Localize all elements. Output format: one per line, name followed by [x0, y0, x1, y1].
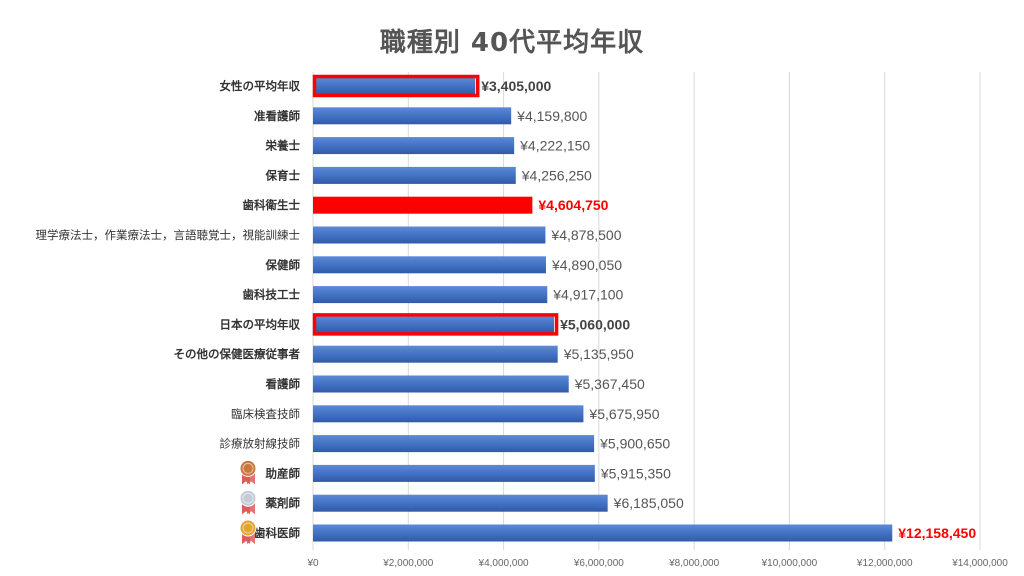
bar	[313, 375, 569, 393]
chart-title: 職種別 40代平均年収	[379, 28, 645, 58]
category-label: 歯科衛生士	[243, 198, 301, 212]
category-label: その他の保健医療従事者	[174, 347, 301, 361]
bar	[313, 464, 595, 482]
category-label: 臨床検査技師	[231, 407, 300, 421]
bar	[313, 226, 546, 244]
data-label: ¥3,405,000	[481, 78, 551, 94]
bar	[313, 524, 893, 542]
x-tick-label: ¥10,000,000	[761, 558, 818, 569]
bar	[313, 435, 595, 453]
bar-highlight-outline	[312, 313, 559, 336]
medal-silver-icon	[239, 489, 257, 515]
x-tick-label: ¥12,000,000	[856, 558, 913, 569]
bar	[313, 315, 555, 333]
data-label: ¥4,878,500	[550, 227, 621, 243]
bar	[313, 256, 546, 274]
bars	[312, 74, 893, 542]
data-label: ¥5,915,350	[600, 465, 671, 481]
medal-gold-icon	[239, 519, 257, 544]
category-label: 理学療法士，作業療法士，言語聴覚士，視能訓練士	[36, 228, 301, 242]
category-label: 歯科技工士	[243, 288, 301, 302]
medal-bronze-icon	[239, 459, 257, 485]
data-label: ¥4,222,150	[519, 138, 590, 154]
category-labels: 女性の平均年収准看護師栄養士保育士歯科衛生士理学療法士，作業療法士，言語聴覚士，…	[36, 79, 301, 540]
category-label: 助産師	[266, 466, 301, 480]
medals	[239, 459, 257, 544]
bar	[313, 286, 548, 304]
x-tick-label: ¥2,000,000	[382, 558, 433, 569]
data-label: ¥5,060,000	[560, 316, 630, 332]
data-label: ¥5,367,450	[574, 376, 645, 392]
category-label: 女性の平均年収	[220, 79, 301, 93]
bar	[313, 166, 516, 184]
data-label: ¥5,675,950	[588, 406, 659, 422]
x-tick-label: ¥8,000,000	[668, 558, 719, 569]
bar	[313, 405, 584, 423]
data-label: ¥4,890,050	[551, 257, 622, 273]
bar	[313, 494, 608, 512]
category-label: 准看護師	[254, 109, 300, 123]
data-label: ¥4,604,750	[538, 197, 608, 213]
bar	[313, 196, 533, 214]
data-label: ¥5,135,950	[563, 346, 634, 362]
data-label: ¥6,185,050	[613, 495, 684, 511]
data-label: ¥12,158,450	[898, 525, 976, 541]
bar	[313, 77, 476, 95]
x-tick-label: ¥4,000,000	[478, 558, 529, 569]
category-label: 薬剤師	[265, 496, 301, 510]
x-tick-label: ¥14,000,000	[951, 558, 1008, 569]
data-label: ¥4,256,250	[521, 167, 592, 183]
bar	[313, 345, 558, 363]
bar-highlight-outline	[312, 74, 480, 98]
category-label: 日本の平均年収	[220, 317, 301, 331]
bar	[313, 107, 512, 125]
data-label: ¥4,917,100	[552, 287, 623, 303]
x-axis-ticks: ¥0 ¥2,000,000 ¥4,000,000 ¥6,000,000 ¥8,000,0…	[306, 558, 1008, 569]
category-label: 診療放射線技師	[220, 437, 301, 451]
x-tick-label: ¥6,000,000	[573, 558, 624, 569]
data-label: ¥4,159,800	[516, 108, 587, 124]
data-label: ¥5,900,650	[599, 436, 670, 452]
bar	[313, 137, 515, 155]
category-label: 保健師	[265, 258, 301, 272]
category-label: 保育士	[265, 168, 301, 182]
category-label: 栄養士	[265, 139, 301, 153]
category-label: 看護師	[265, 377, 301, 391]
x-tick-label: ¥0	[306, 558, 319, 569]
category-label: 歯科医師	[254, 526, 300, 540]
data-labels: ¥3,405,000 ¥4,159,800 ¥4,222,150 ¥4,256,250…	[481, 78, 976, 541]
